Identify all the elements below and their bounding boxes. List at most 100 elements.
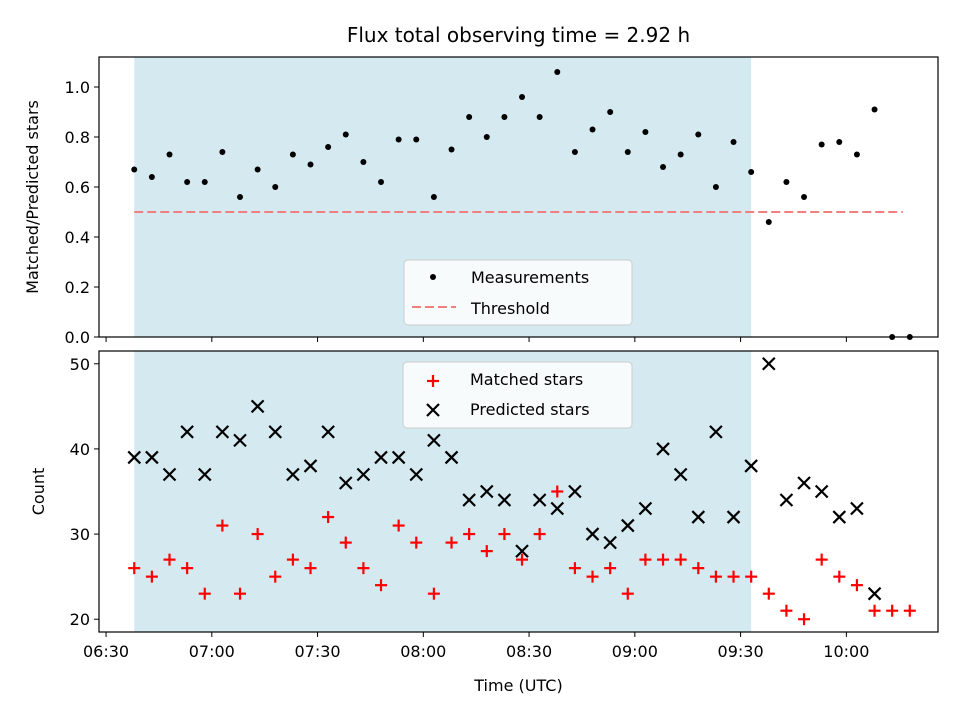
measurement-point	[237, 194, 244, 200]
matched-star-point	[674, 553, 687, 566]
matched-star-point	[357, 562, 370, 575]
measurement-point	[201, 179, 208, 185]
matched-star-point	[568, 562, 581, 575]
matched-star-point	[798, 613, 811, 626]
measurement-point	[272, 184, 279, 190]
measurement-point	[730, 139, 737, 145]
ratio-legend-box	[403, 259, 633, 326]
predicted-star-point	[444, 450, 459, 465]
legend-predicted-label: Predicted stars	[470, 400, 590, 419]
predicted-star-point	[303, 459, 318, 473]
count-x-tick-label: 09:30	[718, 642, 764, 661]
predicted-star-point	[550, 501, 565, 516]
measurement-point	[131, 166, 138, 173]
ratio-y-tick-label: 0.6	[65, 178, 90, 197]
matched-star-point	[657, 553, 670, 566]
predicted-star-point	[709, 425, 723, 439]
matched-star-point	[269, 570, 282, 583]
measurement-point	[853, 151, 860, 158]
predicted-star-point	[409, 467, 424, 482]
ratio-x-ticks	[105, 337, 847, 342]
matched-star-point	[304, 562, 317, 575]
measurement-point	[395, 136, 402, 143]
predicted-star-point	[797, 476, 811, 490]
predicted-star-point	[462, 493, 476, 507]
predicted-star-point	[127, 450, 142, 465]
predicted-star-point	[286, 467, 300, 482]
predicted-star-point	[356, 467, 371, 482]
predicted-star-point	[726, 510, 741, 524]
measurement-point	[677, 151, 684, 158]
measurement-point	[184, 179, 191, 185]
count-legend: Matched stars Predicted stars	[402, 361, 633, 429]
matched-star-point	[780, 604, 793, 617]
matched-star-point	[762, 587, 775, 600]
predicted-star-point	[479, 484, 494, 499]
measurement-point	[624, 149, 631, 155]
matched-stars-points	[128, 485, 916, 626]
ratio-y-axis-label: Matched/Predicted stars	[23, 100, 42, 294]
matched-star-point	[145, 570, 158, 583]
measurement-point	[378, 179, 385, 185]
count-x-tick-label: 10:00	[823, 642, 869, 661]
measurement-point	[307, 161, 314, 168]
matched-star-point	[815, 553, 828, 566]
measurement-point	[166, 151, 173, 158]
measurement-point	[818, 141, 825, 148]
matched-star-point	[445, 536, 458, 549]
matched-star-point	[551, 485, 564, 498]
measurement-point	[430, 194, 437, 200]
measurement-point	[748, 169, 755, 175]
count-x-tick-label: 07:30	[295, 642, 341, 661]
measurement-point	[712, 184, 719, 190]
ratio-y-tick-label: 0.2	[65, 278, 90, 297]
predicted-star-point	[391, 450, 406, 465]
ratio-y-tick-label: 0.4	[65, 228, 90, 247]
matched-star-point	[375, 579, 388, 592]
ratio-y-tick-label: 1.0	[65, 78, 90, 97]
predicted-stars-points	[127, 356, 882, 601]
count-y-ticks: 20 30 40 50	[70, 355, 99, 629]
measurement-point	[466, 114, 473, 120]
predicted-star-point	[145, 450, 159, 465]
legend-measurements-label: Measurements	[471, 268, 589, 287]
legend-matched-marker	[427, 375, 439, 387]
matched-star-point	[516, 553, 529, 566]
matched-star-point	[692, 562, 705, 575]
count-y-tick-label: 30	[70, 525, 90, 544]
measurement-point	[448, 146, 455, 153]
matched-star-point	[586, 570, 599, 583]
matched-star-point	[498, 528, 511, 541]
predicted-star-point	[497, 493, 512, 507]
count-legend-box	[402, 361, 633, 429]
matched-star-point	[709, 570, 722, 583]
legend-predicted-cross	[426, 403, 440, 417]
count-y-axis-label: Count	[29, 468, 48, 516]
predicted-star-point	[321, 425, 335, 439]
matched-star-point	[251, 528, 264, 541]
matched-star-point	[427, 587, 440, 600]
predicted-star-point	[233, 433, 247, 448]
measurement-point	[783, 179, 790, 185]
predicted-star-point	[215, 425, 230, 439]
predicted-star-point	[638, 501, 653, 516]
ratio-legend: Measurements Threshold	[403, 259, 633, 326]
matched-star-point	[745, 570, 758, 583]
matched-star-point	[322, 511, 335, 524]
matched-star-point	[163, 553, 176, 566]
measurement-point	[360, 159, 367, 165]
predicted-star-point	[621, 518, 635, 533]
legend-predicted-marker	[426, 403, 440, 417]
matched-star-point	[216, 519, 229, 532]
measurement-point	[148, 174, 155, 180]
predicted-star-point	[374, 450, 388, 465]
measurement-point	[342, 131, 349, 138]
ratio-y-tick-label: 0.8	[65, 128, 90, 147]
measurement-point	[765, 219, 772, 225]
count-x-tick-label: 06:30	[83, 642, 129, 661]
predicted-star-point	[762, 356, 776, 371]
matched-star-point	[868, 604, 881, 617]
matched-star-point	[286, 553, 299, 566]
measurement-point	[254, 166, 261, 173]
